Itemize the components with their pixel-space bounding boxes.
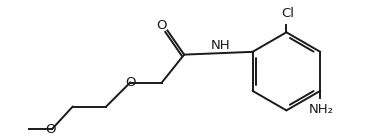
Text: O: O (125, 76, 135, 89)
Text: O: O (156, 19, 166, 33)
Text: NH: NH (211, 39, 230, 52)
Text: O: O (46, 122, 56, 136)
Text: Cl: Cl (281, 7, 294, 20)
Text: NH₂: NH₂ (309, 103, 334, 116)
